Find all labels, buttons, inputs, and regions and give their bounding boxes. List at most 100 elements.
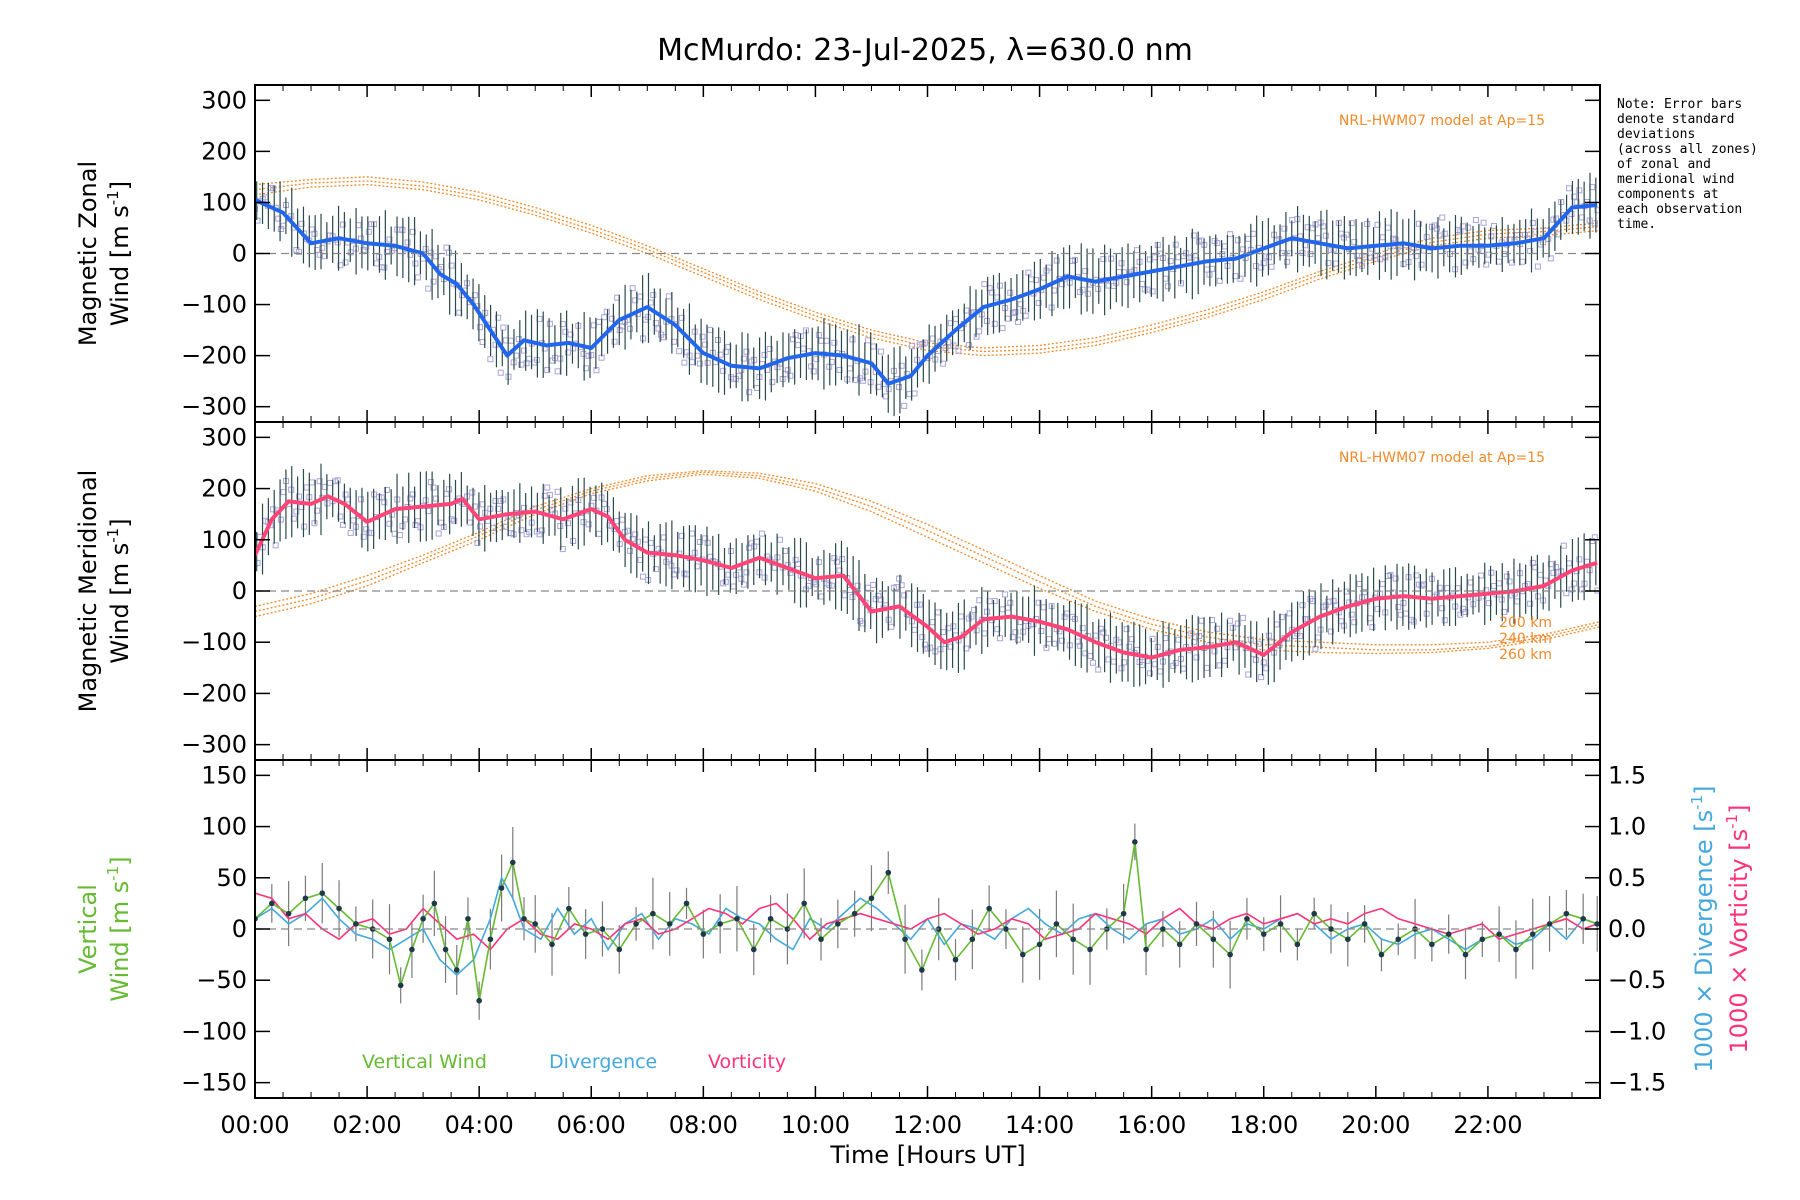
zone-point <box>1084 290 1091 297</box>
model-label: NRL-HWM07 model at Ap=15 <box>1339 450 1545 466</box>
zone-point <box>1485 600 1492 607</box>
zone-point <box>1012 308 1019 315</box>
vertical-wind-point <box>1328 926 1334 932</box>
zone-point <box>570 537 577 544</box>
altitude-label: 260 km <box>1499 647 1552 663</box>
zone-point <box>1118 665 1125 672</box>
zone-point <box>381 499 388 506</box>
vertical-wind-point <box>1429 941 1435 948</box>
zone-point <box>1465 224 1472 231</box>
zone-point <box>1490 583 1497 590</box>
zone-point <box>546 492 553 499</box>
vertical-wind-point <box>319 890 326 896</box>
zone-point <box>588 352 595 359</box>
zone-point <box>1216 277 1223 284</box>
zone-point <box>1379 234 1386 241</box>
zone-point <box>973 627 980 634</box>
zone-point <box>1519 258 1526 265</box>
zone-point <box>585 521 592 528</box>
zone-point <box>386 520 393 527</box>
vertical-wind-point <box>969 936 976 943</box>
zone-point <box>280 489 287 496</box>
zone-point <box>1483 261 1490 268</box>
zone-point <box>515 336 522 343</box>
zone-point <box>1110 658 1117 665</box>
zone-point <box>477 324 484 331</box>
zone-point <box>521 347 527 354</box>
zone-point <box>471 503 478 510</box>
zone-point <box>1237 275 1244 282</box>
zone-point <box>634 538 641 545</box>
zone-point <box>1361 589 1368 596</box>
zone-point <box>451 517 458 524</box>
zone-point <box>1387 572 1394 579</box>
zone-point <box>929 335 936 342</box>
y-tick-label: 100 <box>201 188 247 216</box>
zone-point <box>865 337 872 344</box>
zone-point <box>766 346 773 353</box>
vertical-wind-point <box>566 905 572 912</box>
zone-point <box>818 337 825 344</box>
zone-point <box>877 596 884 603</box>
vertical-wind-point <box>1260 931 1267 937</box>
legend-vorticity: Vorticity <box>708 1051 786 1073</box>
zone-point <box>1576 556 1583 563</box>
vertical-wind-point <box>1227 951 1233 958</box>
zone-point <box>1252 263 1259 270</box>
zone-point <box>981 630 988 637</box>
zone-point <box>1227 231 1234 238</box>
zone-point <box>1392 575 1399 582</box>
zone-point <box>911 626 918 633</box>
zone-point <box>945 339 952 346</box>
zone-point <box>681 359 688 366</box>
zone-point <box>699 333 706 340</box>
zone-point <box>1012 629 1019 636</box>
x-tick-label: 16:00 <box>1117 1111 1186 1139</box>
zone-point <box>546 320 553 327</box>
zone-point <box>1038 628 1045 635</box>
zone-point <box>303 484 310 491</box>
zone-point <box>1092 632 1099 639</box>
vorticity-line <box>255 892 1598 951</box>
zone-point <box>404 239 411 246</box>
zone-point <box>950 342 957 349</box>
zone-point <box>554 368 561 375</box>
zone-point <box>337 513 344 520</box>
y-tick-label: 0 <box>232 577 247 605</box>
vertical-wind-point <box>476 997 482 1004</box>
vertical-wind-point <box>420 915 426 922</box>
zone-point <box>445 249 452 256</box>
vertical-wind-point <box>386 936 393 943</box>
zone-point <box>1258 674 1265 681</box>
y-tick-label: −100 <box>181 1017 247 1045</box>
zone-point <box>342 491 349 498</box>
vertical-wind-point <box>616 946 623 953</box>
zone-point <box>1576 187 1583 194</box>
vertical-wind-point <box>442 946 449 953</box>
note-line: time. <box>1617 217 1656 232</box>
vertical-wind-point <box>1294 941 1301 948</box>
zone-point <box>1059 637 1065 644</box>
zone-point <box>1216 662 1223 669</box>
x-tick-label: 02:00 <box>332 1111 401 1139</box>
altitude-label: 240 km <box>1499 631 1552 647</box>
vertical-wind-point <box>582 931 589 937</box>
zone-point <box>815 559 822 566</box>
zone-point <box>1214 240 1221 247</box>
y-axis-label: Vertical <box>74 884 102 974</box>
y2-tick-label: 0.5 <box>1608 864 1646 892</box>
zone-point <box>334 477 341 484</box>
zone-point <box>642 536 649 543</box>
zone-point <box>1413 572 1420 579</box>
zone-point <box>921 339 928 346</box>
vertical-wind-point <box>1479 936 1486 943</box>
zone-point <box>1139 280 1146 287</box>
zone-point <box>689 530 696 537</box>
y-tick-label: −300 <box>181 731 247 759</box>
zone-point <box>1134 247 1141 254</box>
zone-point <box>1273 621 1280 628</box>
mean-wind-line <box>255 494 1598 660</box>
legend-divergence: Divergence <box>549 1051 657 1073</box>
zone-point <box>1102 634 1109 641</box>
vertical-wind-point <box>532 921 539 927</box>
